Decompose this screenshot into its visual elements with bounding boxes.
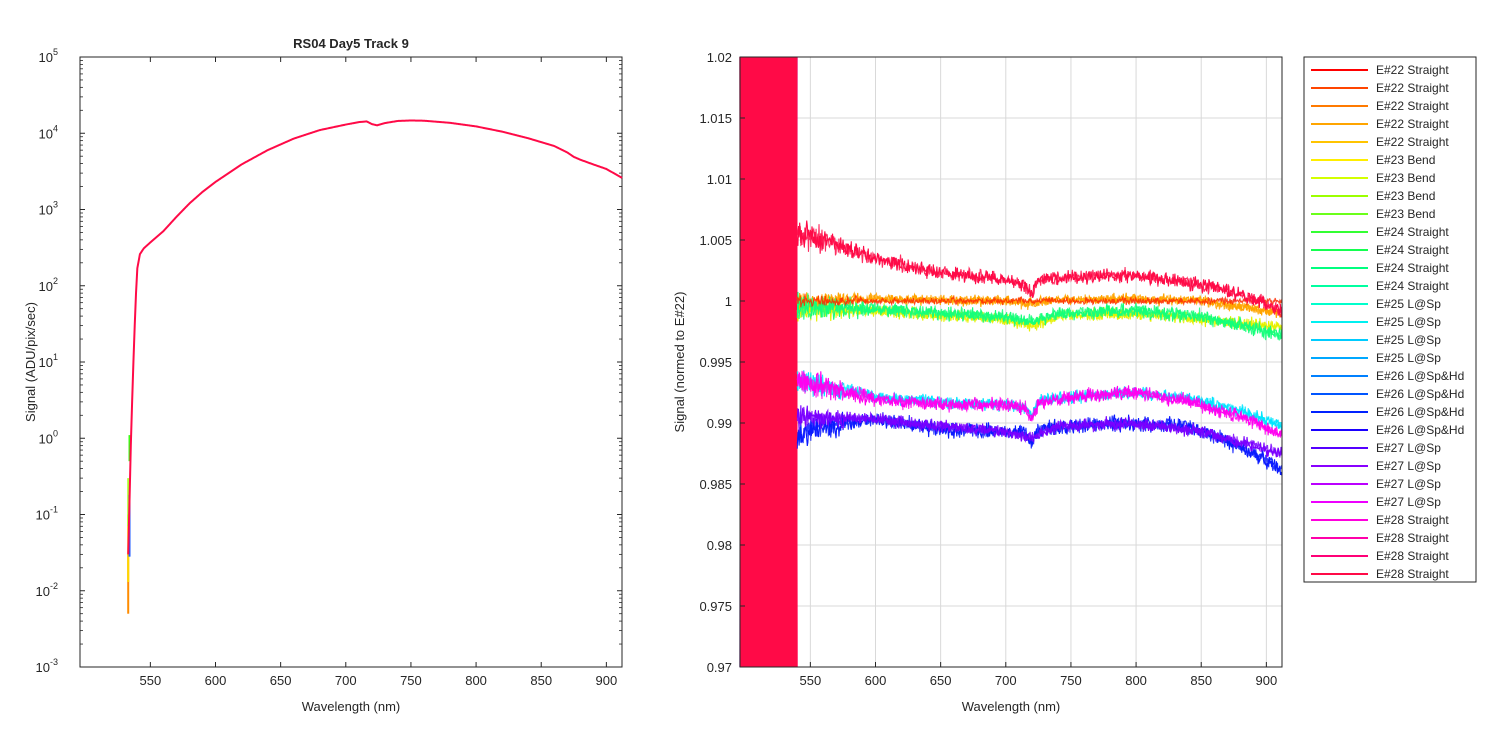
legend-entry-label: E#27 L@Sp bbox=[1376, 459, 1441, 473]
legend-entry-label: E#23 Bend bbox=[1376, 153, 1435, 167]
left-x-tick-label: 700 bbox=[335, 673, 357, 688]
legend-entry-label: E#25 L@Sp bbox=[1376, 351, 1441, 365]
left-y-tick-label: 105 bbox=[39, 47, 58, 65]
legend-entry-label: E#22 Straight bbox=[1376, 99, 1449, 113]
right-y-tick-label: 0.97 bbox=[707, 660, 732, 675]
legend-entry-label: E#26 L@Sp&Hd bbox=[1376, 369, 1464, 383]
legend-entry-label: E#27 L@Sp bbox=[1376, 495, 1441, 509]
right-x-tick-label: 700 bbox=[995, 673, 1017, 688]
left-y-tick-label: 103 bbox=[39, 200, 58, 218]
legend-box bbox=[1303, 56, 1477, 583]
legend-entry-label: E#27 L@Sp bbox=[1376, 441, 1441, 455]
right-axes: 550 600 650 700 750 800 850 900 0.97 0.975 0.98 0.9… bbox=[699, 50, 1277, 688]
left-x-axis-label: Wavelength (nm) bbox=[302, 699, 401, 714]
left-axes: 550 600 650 700 750 800 850 900 10-3 10-2 10-1 100 1… bbox=[36, 47, 622, 688]
legend-entry-label: E#28 Straight bbox=[1376, 513, 1449, 527]
left-chart-title: RS04 Day5 Track 9 bbox=[293, 36, 409, 51]
left-x-tick-label: 800 bbox=[465, 673, 487, 688]
legend-entry-label: E#28 Straight bbox=[1376, 549, 1449, 563]
right-y-tick-label: 1.01 bbox=[707, 172, 732, 187]
left-y-tick-label: 102 bbox=[39, 276, 58, 294]
right-y-tick-label: 1.005 bbox=[699, 233, 732, 248]
legend-entries: E#22 Straight E#22 Straight E#22 Straight E… bbox=[1311, 63, 1464, 581]
right-y-tick-label: 0.99 bbox=[707, 416, 732, 431]
right-series-line-green bbox=[796, 291, 1283, 340]
left-y-tick-label: 100 bbox=[39, 428, 58, 446]
right-x-tick-label: 650 bbox=[930, 673, 952, 688]
right-series-line-purple bbox=[796, 405, 1283, 458]
right-y-tick-label: 1.015 bbox=[699, 111, 732, 126]
left-x-tick-label: 750 bbox=[400, 673, 422, 688]
left-x-tick-label: 550 bbox=[140, 673, 162, 688]
legend-entry-label: E#28 Straight bbox=[1376, 567, 1449, 581]
right-noisy-region-fill bbox=[747, 57, 798, 667]
legend-entry-label: E#24 Straight bbox=[1376, 243, 1449, 257]
right-series-line-ref bbox=[796, 293, 1283, 308]
right-y-tick-label: 0.985 bbox=[699, 477, 732, 492]
legend-entry-label: E#28 Straight bbox=[1376, 531, 1449, 545]
legend-entry-label: E#26 L@Sp&Hd bbox=[1376, 405, 1464, 419]
legend-entry-label: E#22 Straight bbox=[1376, 135, 1449, 149]
left-x-tick-label: 900 bbox=[596, 673, 618, 688]
left-y-tick-label: 10-2 bbox=[36, 581, 58, 599]
right-chart: 550 600 650 700 750 800 850 900 0.97 0.975 0.98 0.9… bbox=[672, 50, 1283, 714]
legend-entry-label: E#22 Straight bbox=[1376, 117, 1449, 131]
right-series-line-red bbox=[796, 220, 1283, 318]
right-series-line-magenta bbox=[796, 371, 1282, 438]
legend-entry-label: E#25 L@Sp bbox=[1376, 315, 1441, 329]
right-y-axis-label: Signal (normed to E#22) bbox=[672, 292, 687, 433]
right-x-tick-label: 800 bbox=[1125, 673, 1147, 688]
right-x-tick-label: 850 bbox=[1190, 673, 1212, 688]
left-chart: 550 600 650 700 750 800 850 900 10-3 10-2 10-1 100 1… bbox=[23, 36, 623, 714]
legend-entry-label: E#26 L@Sp&Hd bbox=[1376, 423, 1464, 437]
legend-entry-label: E#23 Bend bbox=[1376, 207, 1435, 221]
right-y-tick-label: 1 bbox=[725, 294, 732, 309]
legend-entry-label: E#25 L@Sp bbox=[1376, 297, 1441, 311]
legend-entry-label: E#24 Straight bbox=[1376, 225, 1449, 239]
left-y-axis-label: Signal (ADU/pix/sec) bbox=[23, 302, 38, 422]
right-x-axis-label: Wavelength (nm) bbox=[962, 699, 1061, 714]
legend-entry-label: E#23 Bend bbox=[1376, 189, 1435, 203]
left-x-tick-label: 650 bbox=[270, 673, 292, 688]
right-x-tick-label: 550 bbox=[800, 673, 822, 688]
right-x-tick-label: 900 bbox=[1256, 673, 1278, 688]
left-series-group bbox=[127, 119, 623, 614]
legend-entry-label: E#24 Straight bbox=[1376, 261, 1449, 275]
legend-entry-label: E#24 Straight bbox=[1376, 279, 1449, 293]
right-series-group bbox=[739, 56, 1283, 668]
right-y-tick-label: 0.975 bbox=[699, 599, 732, 614]
left-y-tick-label: 104 bbox=[39, 123, 58, 141]
right-y-tick-label: 0.995 bbox=[699, 355, 732, 370]
right-x-tick-label: 600 bbox=[865, 673, 887, 688]
left-x-tick-label: 850 bbox=[530, 673, 552, 688]
legend-entry-label: E#22 Straight bbox=[1376, 81, 1449, 95]
left-plot-area bbox=[79, 56, 623, 668]
left-y-tick-label: 10-1 bbox=[36, 505, 58, 523]
legend-entry-label: E#23 Bend bbox=[1376, 171, 1435, 185]
left-y-tick-label: 10-3 bbox=[36, 657, 58, 675]
legend-entry-label: E#25 L@Sp bbox=[1376, 333, 1441, 347]
legend-entry-label: E#26 L@Sp&Hd bbox=[1376, 387, 1464, 401]
legend-entry-label: E#27 L@Sp bbox=[1376, 477, 1441, 491]
legend: E#22 Straight E#22 Straight E#22 Straight E… bbox=[1303, 56, 1477, 583]
right-y-tick-label: 1.02 bbox=[707, 50, 732, 65]
right-x-tick-label: 750 bbox=[1060, 673, 1082, 688]
left-series-line bbox=[127, 119, 623, 555]
legend-entry-label: E#22 Straight bbox=[1376, 63, 1449, 77]
right-y-tick-label: 0.98 bbox=[707, 538, 732, 553]
left-x-tick-label: 600 bbox=[205, 673, 227, 688]
left-y-tick-label: 101 bbox=[39, 352, 58, 370]
